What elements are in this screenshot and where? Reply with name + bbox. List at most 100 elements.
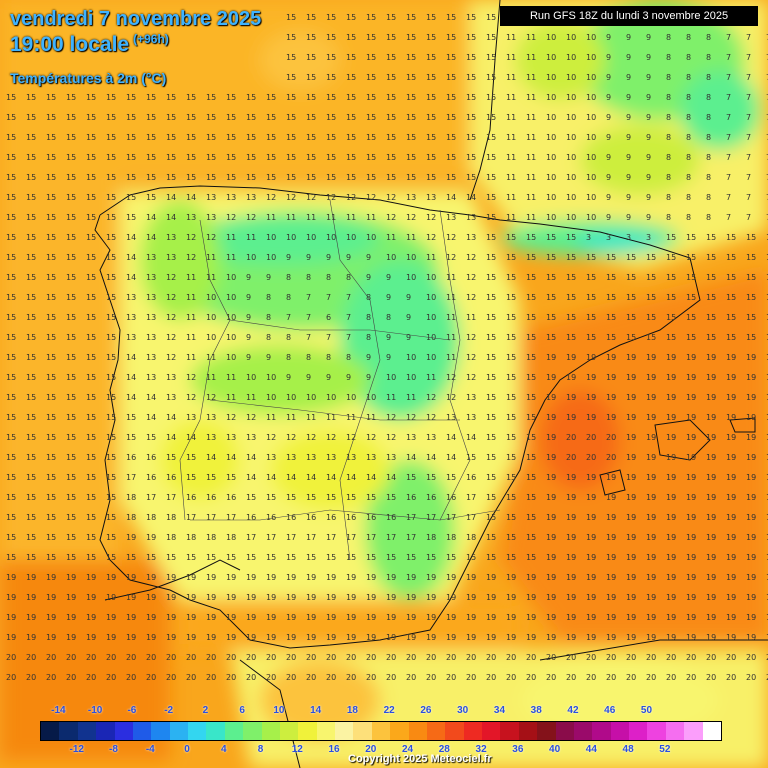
grid-value: 12 (186, 233, 196, 242)
grid-value: 15 (486, 13, 496, 22)
grid-value: 15 (66, 113, 76, 122)
grid-value: 15 (86, 433, 96, 442)
grid-value: 19 (546, 513, 556, 522)
grid-value: 19 (666, 413, 676, 422)
grid-value: 19 (666, 513, 676, 522)
grid-value: 19 (686, 433, 696, 442)
grid-value: 13 (446, 213, 456, 222)
grid-value: 19 (46, 613, 56, 622)
grid-value: 8 (666, 113, 671, 122)
parameter-label: Températures à 2m (°C) (10, 70, 167, 86)
grid-value: 19 (506, 573, 516, 582)
region-borders (179, 199, 501, 561)
grid-value: 19 (606, 413, 616, 422)
grid-value: 15 (646, 293, 656, 302)
grid-value: 19 (726, 533, 736, 542)
grid-value: 19 (566, 593, 576, 602)
grid-value: 15 (706, 253, 716, 262)
grid-value: 15 (46, 393, 56, 402)
grid-value: 20 (66, 653, 76, 662)
grid-value: 19 (286, 633, 296, 642)
grid-value: 10 (566, 93, 576, 102)
grid-value: 7 (746, 73, 751, 82)
grid-value: 15 (286, 113, 296, 122)
grid-value: 19 (86, 593, 96, 602)
grid-value: 20 (6, 673, 16, 682)
grid-value: 15 (406, 53, 416, 62)
grid-value: 15 (286, 153, 296, 162)
grid-value: 10 (286, 233, 296, 242)
grid-value: 19 (566, 473, 576, 482)
grid-value: 11 (386, 233, 396, 242)
grid-value: 15 (206, 173, 216, 182)
grid-value: 15 (66, 393, 76, 402)
grid-value: 19 (366, 613, 376, 622)
grid-value: 15 (486, 433, 496, 442)
grid-value: 9 (646, 173, 651, 182)
grid-value: 15 (106, 533, 116, 542)
grid-value: 15 (486, 493, 496, 502)
legend-label: 48 (622, 744, 634, 755)
grid-value: 9 (306, 253, 311, 262)
grid-value: 15 (6, 333, 16, 342)
grid-value: 12 (466, 293, 476, 302)
grid-value: 15 (146, 133, 156, 142)
grid-value: 12 (186, 393, 196, 402)
grid-value: 15 (346, 153, 356, 162)
grid-value: 15 (306, 173, 316, 182)
grid-value: 15 (386, 33, 396, 42)
grid-value: 15 (406, 113, 416, 122)
grid-value: 10 (546, 213, 556, 222)
grid-value: 15 (426, 173, 436, 182)
grid-value: 20 (326, 673, 336, 682)
grid-value: 20 (206, 653, 216, 662)
grid-value: 19 (626, 513, 636, 522)
grid-value: 15 (406, 133, 416, 142)
grid-value: 16 (366, 513, 376, 522)
grid-value: 15 (466, 173, 476, 182)
grid-value: 14 (406, 453, 416, 462)
grid-value: 15 (146, 173, 156, 182)
grid-value: 15 (46, 453, 56, 462)
grid-value: 15 (246, 493, 256, 502)
grid-value: 15 (726, 333, 736, 342)
legend-label: 46 (604, 705, 616, 716)
grid-value: 19 (746, 373, 756, 382)
grid-value: 20 (346, 673, 356, 682)
grid-value: 19 (746, 493, 756, 502)
grid-value: 19 (86, 613, 96, 622)
grid-value: 10 (326, 393, 336, 402)
grid-value: 9 (386, 273, 391, 282)
grid-value: 15 (26, 233, 36, 242)
grid-value: 7 (746, 113, 751, 122)
grid-value: 9 (646, 213, 651, 222)
legend-swatch (463, 722, 482, 740)
grid-value: 20 (406, 673, 416, 682)
grid-value: 8 (706, 73, 711, 82)
legend-swatch (371, 722, 391, 740)
grid-value: 7 (766, 73, 768, 82)
grid-value: 19 (606, 533, 616, 542)
grid-value: 19 (166, 573, 176, 582)
grid-value: 19 (766, 433, 768, 442)
grid-value: 19 (746, 433, 756, 442)
grid-value: 19 (586, 353, 596, 362)
grid-value: 7 (346, 293, 351, 302)
grid-value: 15 (46, 173, 56, 182)
legend-swatch (188, 722, 207, 740)
grid-value: 15 (286, 553, 296, 562)
grid-value: 15 (106, 253, 116, 262)
grid-value: 15 (666, 333, 676, 342)
grid-value: 18 (466, 533, 476, 542)
grid-value: 7 (766, 213, 768, 222)
grid-value: 20 (66, 673, 76, 682)
grid-value: 15 (566, 333, 576, 342)
grid-value: 10 (586, 33, 596, 42)
grid-value: 10 (546, 53, 556, 62)
grid-value: 19 (486, 593, 496, 602)
grid-value: 19 (706, 393, 716, 402)
grid-value: 18 (126, 513, 136, 522)
legend-label: -10 (87, 705, 103, 716)
grid-value: 19 (166, 633, 176, 642)
grid-value: 15 (66, 373, 76, 382)
